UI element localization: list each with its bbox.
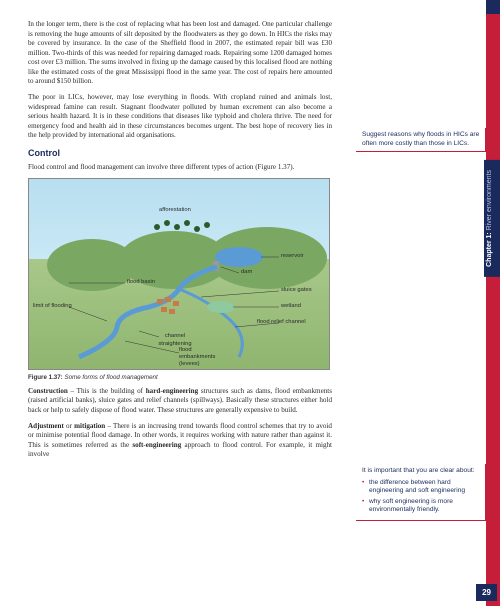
paragraph-2: The poor in LICs, however, may lose ever… [28, 93, 332, 141]
corner-notch [486, 0, 500, 14]
p5-soft-eng: soft-engineering [132, 441, 181, 449]
chapter-tab-chapter: Chapter 1: [486, 232, 493, 267]
fig-label-limit-flooding: limit of flooding [33, 303, 72, 311]
chapter-tab-label: Chapter 1: River environments [484, 160, 500, 277]
paragraph-1: In the longer term, there is the cost of… [28, 20, 332, 87]
page-content: In the longer term, there is the cost of… [0, 0, 500, 606]
caption-bold: Figure 1.37: [28, 374, 63, 381]
reservoir-shape [215, 247, 263, 267]
fig-label-afforestation: afforestation [159, 207, 191, 215]
fig-label-flood-basin: flood basin [127, 279, 155, 287]
wetland-shape [207, 301, 235, 313]
fig-label-wetland: wetland [281, 303, 301, 311]
trees-icon [154, 220, 210, 232]
p5-adjustment: Adjustment [28, 422, 64, 430]
callout-2-heading: It is important that you are clear about… [362, 467, 475, 474]
p4-term: Construction [28, 387, 68, 395]
caption-italic: Some forms of flood management [64, 374, 157, 381]
chapter-tab-title: River environments [486, 170, 493, 230]
page-number: 29 [476, 584, 497, 601]
callout-2-item: why soft engineering is more environment… [362, 498, 481, 515]
paragraph-4: Construction – This is the building of h… [28, 387, 332, 416]
fig-label-flood-relief: flood relief channel [257, 319, 306, 327]
p5-b: or [64, 422, 74, 430]
figure-image: afforestation reservoir dam flood basin … [28, 178, 330, 370]
callout-suggest: Suggest reasons why floods in HICs are o… [356, 128, 488, 152]
fig-label-embankments-3: (levees) [179, 361, 200, 369]
paragraph-3: Flood control and flood management can i… [28, 163, 332, 173]
fig-label-reservoir: reservoir [281, 253, 304, 261]
callout-important: It is important that you are clear about… [356, 464, 488, 521]
chapter-side-tab [486, 0, 500, 606]
fig-label-sluice-gates: sluice gates [281, 287, 312, 295]
fig-label-channel-straight: channel straightening [151, 333, 199, 349]
callout-1-text: Suggest reasons why floods in HICs are o… [362, 131, 479, 147]
p4-b: – This is the building of [68, 387, 146, 395]
callout-2-item: the difference between hard engineering … [362, 479, 481, 496]
figure-caption: Figure 1.37: Some forms of flood managem… [28, 374, 332, 382]
p5-mitigation: mitigation [74, 422, 105, 430]
fig-label-dam: dam [241, 269, 252, 277]
main-column: In the longer term, there is the cost of… [28, 20, 332, 460]
paragraph-5: Adjustment or mitigation – There is an i… [28, 422, 332, 460]
callout-2-list: the difference between hard engineering … [362, 479, 481, 515]
figure-1-37: afforestation reservoir dam flood basin … [28, 178, 332, 382]
p4-hard-eng: hard-engineering [146, 387, 198, 395]
heading-control: Control [28, 147, 332, 159]
